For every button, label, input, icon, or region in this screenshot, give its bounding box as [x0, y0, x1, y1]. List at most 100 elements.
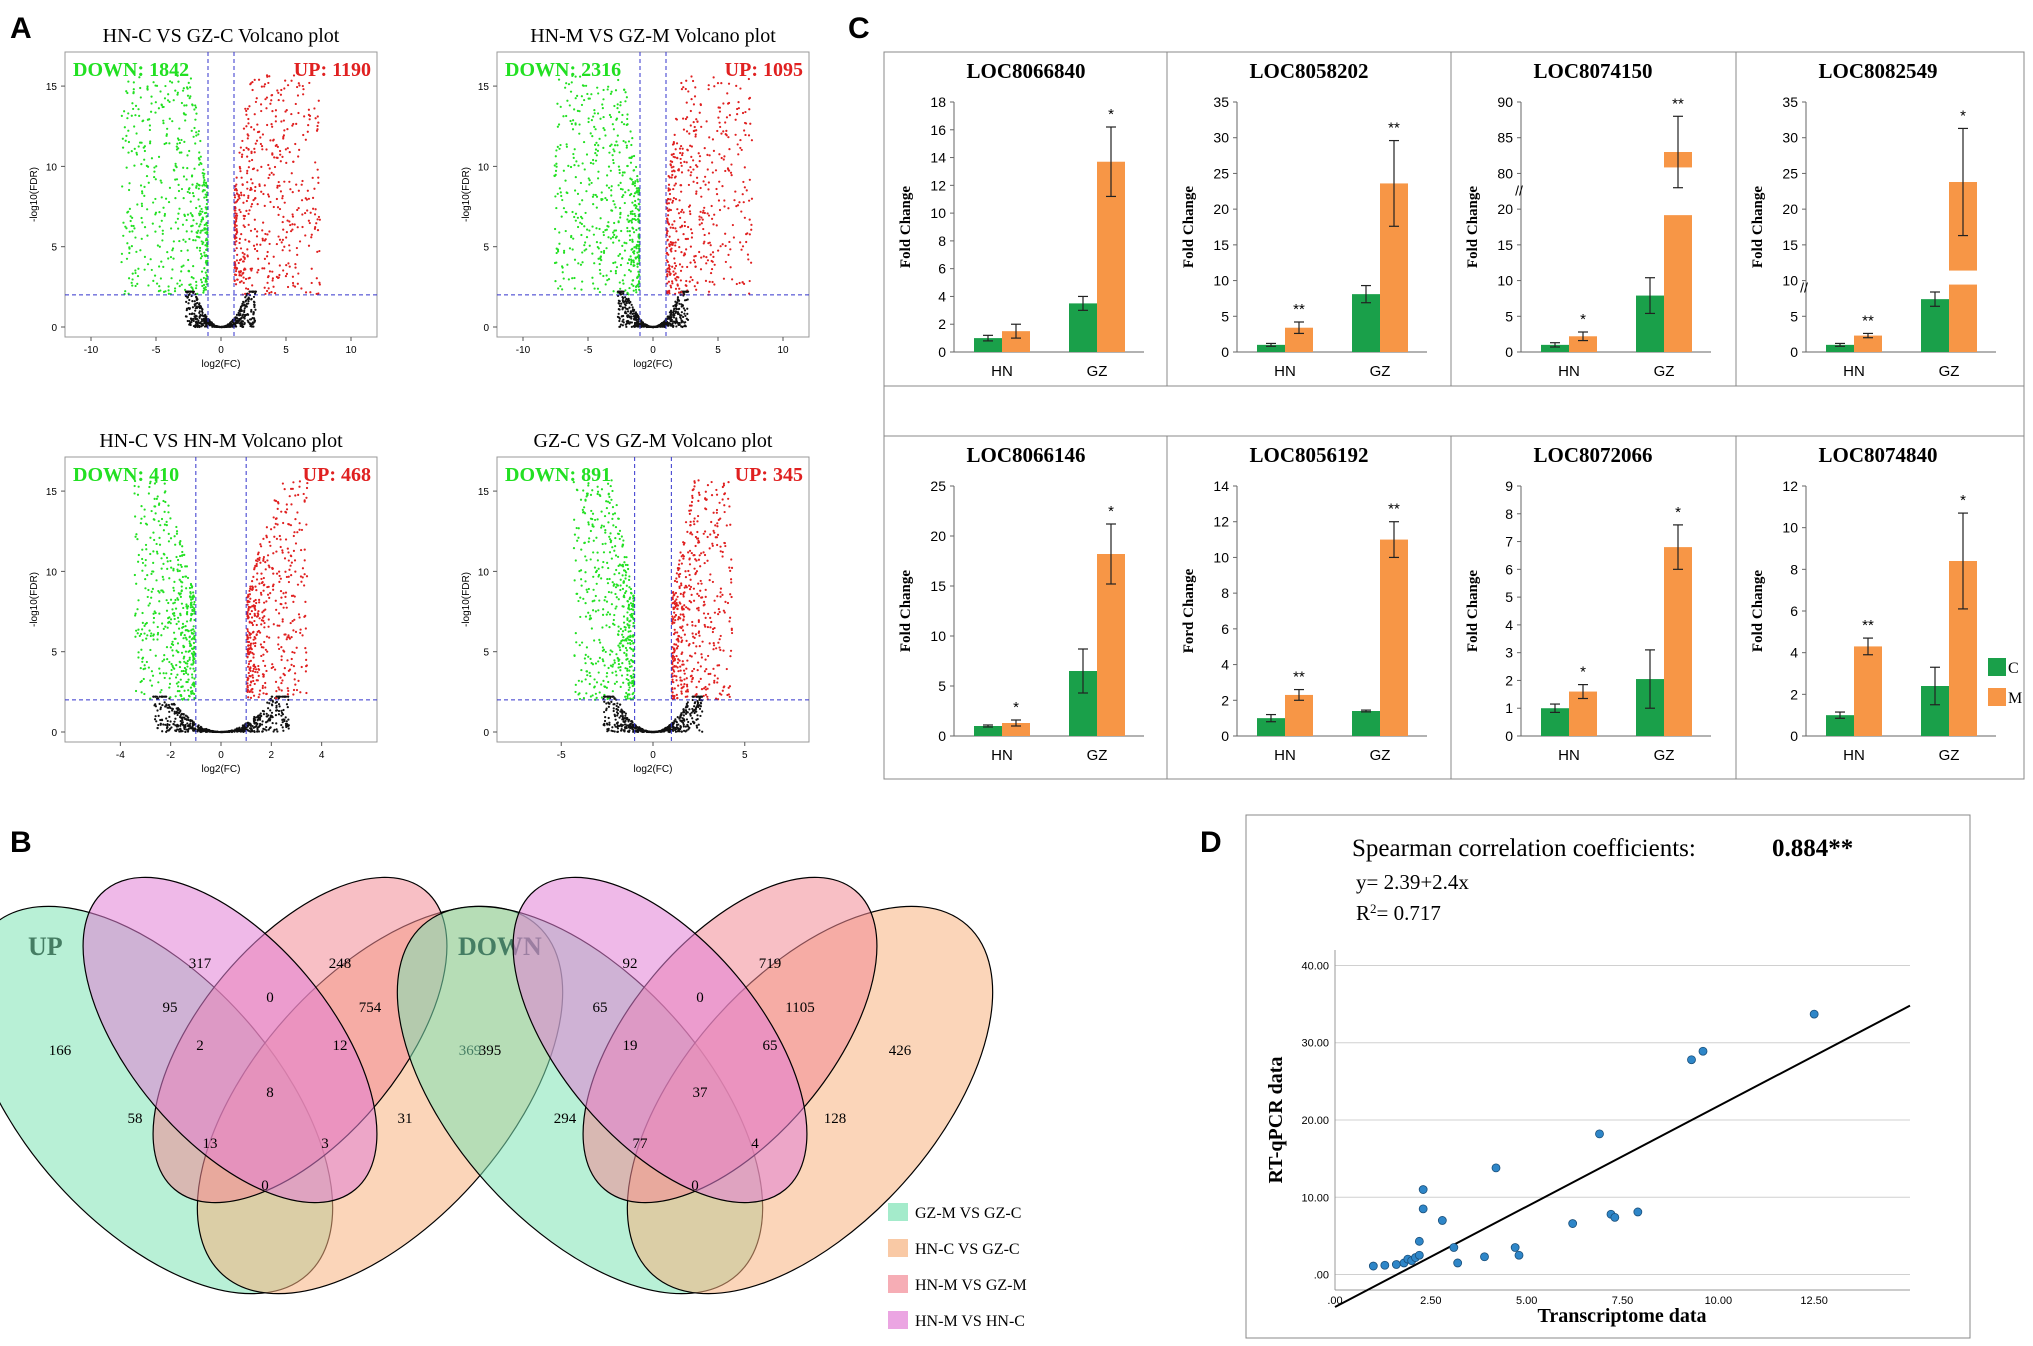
volcano-point — [267, 625, 270, 628]
volcano-point — [154, 211, 158, 214]
volcano-point — [631, 212, 634, 216]
volcano-point — [184, 730, 187, 733]
volcano-point — [276, 500, 280, 504]
volcano-point — [679, 269, 683, 272]
volcano-point — [611, 236, 615, 239]
volcano-point — [135, 132, 138, 135]
volcano-point — [229, 322, 232, 326]
volcano-point — [179, 614, 182, 617]
volcano-point — [736, 204, 740, 207]
volcano-point — [152, 638, 155, 641]
volcano-point — [250, 126, 253, 129]
volcano-point — [727, 207, 730, 210]
volcano-point — [607, 590, 611, 594]
volcano-point — [695, 726, 699, 729]
volcano-point — [173, 290, 177, 293]
volcano-point — [180, 602, 184, 605]
volcano-point — [246, 665, 250, 668]
volcano-point — [578, 110, 581, 113]
volcano-point — [710, 204, 713, 208]
volcano-point — [247, 607, 250, 611]
volcano-point — [686, 312, 689, 315]
volcano-point — [180, 138, 183, 142]
volcano-point — [582, 140, 586, 144]
volcano-point — [192, 291, 195, 295]
volcano-point — [561, 266, 564, 269]
volcano-point — [169, 622, 172, 625]
volcano-point — [729, 266, 732, 269]
volcano-point — [177, 620, 180, 623]
volcano-point — [276, 523, 279, 526]
panel-label-d: D — [1200, 826, 1222, 859]
volcano-point — [162, 499, 165, 503]
y-tick-label: 0 — [483, 728, 489, 739]
volcano-point — [672, 187, 675, 191]
volcano-point — [580, 288, 583, 291]
volcano-point — [171, 608, 174, 611]
volcano-point — [289, 188, 292, 191]
volcano-point — [721, 243, 724, 246]
volcano-point — [126, 91, 129, 95]
volcano-point — [622, 194, 625, 197]
volcano-point — [680, 171, 684, 174]
volcano-plots: HN-C VS GZ-C Volcano plot-10 -5 0 5 10051015… — [29, 25, 810, 775]
volcano-point — [246, 169, 249, 172]
volcano-point — [617, 299, 620, 302]
volcano-point — [625, 146, 628, 149]
volcano-point — [612, 663, 615, 666]
volcano-point — [185, 178, 188, 181]
volcano-point — [742, 180, 745, 184]
volcano-point — [191, 724, 194, 727]
volcano-point — [242, 260, 245, 263]
volcano-point — [630, 317, 633, 320]
volcano-point — [241, 183, 244, 186]
volcano-point — [674, 227, 677, 230]
volcano-point — [128, 230, 131, 233]
volcano-point — [282, 119, 285, 122]
volcano-point — [555, 206, 558, 210]
volcano-point — [317, 121, 320, 124]
volcano-point — [607, 85, 610, 88]
volcano-point — [677, 276, 680, 279]
volcano-point — [146, 85, 149, 88]
volcano-point — [562, 207, 566, 210]
volcano-point — [136, 203, 139, 206]
volcano-point — [264, 686, 267, 689]
volcano-point — [184, 625, 187, 628]
volcano-point — [245, 125, 248, 128]
volcano-point — [289, 487, 293, 491]
volcano-point — [747, 77, 750, 81]
volcano-point — [682, 595, 685, 598]
volcano-point — [182, 197, 185, 200]
volcano-point — [244, 292, 247, 296]
volcano-point — [172, 631, 176, 634]
volcano-point — [290, 574, 293, 577]
volcano-point — [556, 250, 560, 253]
volcano-point — [604, 134, 607, 137]
volcano-point — [255, 564, 258, 568]
volcano-point — [614, 607, 617, 610]
volcano-point — [730, 558, 733, 561]
volcano-point — [299, 628, 302, 631]
volcano-point — [263, 184, 266, 187]
volcano-point — [294, 683, 297, 686]
volcano-point — [256, 203, 259, 206]
volcano-point — [205, 283, 208, 286]
volcano-point — [260, 593, 263, 596]
volcano-point — [697, 491, 701, 494]
volcano-point — [246, 248, 249, 251]
volcano-point — [598, 290, 602, 294]
volcano-point — [292, 693, 295, 696]
volcano-point — [237, 320, 240, 323]
y-axis-label: -log10(FDR) — [461, 572, 472, 627]
volcano-point — [259, 103, 263, 106]
volcano-point — [637, 323, 640, 327]
volcano-point — [128, 182, 131, 185]
volcano-point — [630, 325, 633, 328]
volcano-point — [712, 76, 715, 79]
volcano-point — [609, 144, 612, 148]
volcano-plot: HN-C VS GZ-C Volcano plot-10 -5 0 5 10051015… — [29, 25, 378, 370]
volcano-point — [187, 258, 190, 262]
volcano-point — [688, 132, 691, 135]
volcano-point — [134, 535, 137, 538]
